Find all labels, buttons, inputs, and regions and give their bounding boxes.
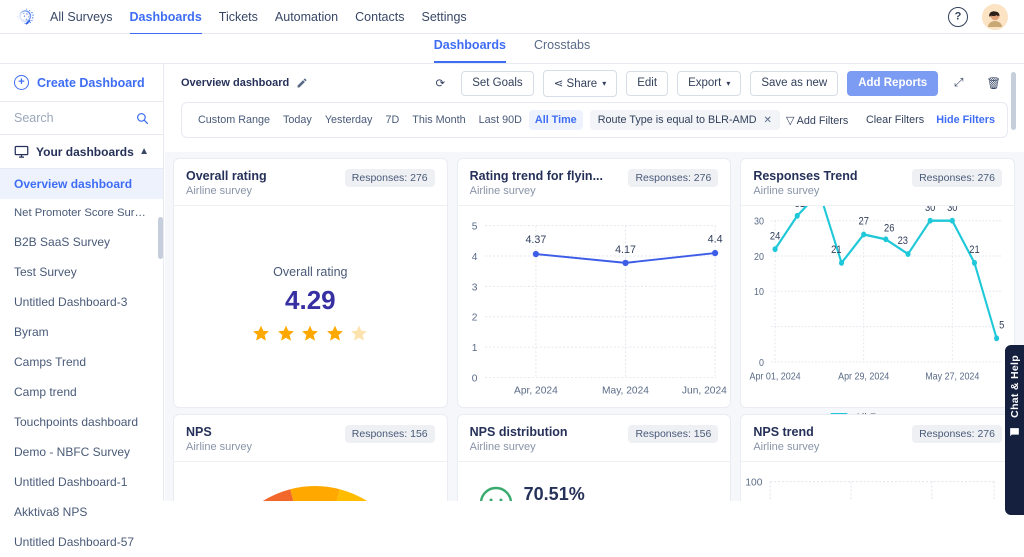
svg-text:5: 5 [471,222,477,233]
svg-text:0: 0 [759,357,764,369]
svg-text:Apr 01, 2024: Apr 01, 2024 [750,371,802,383]
svg-text:100: 100 [746,478,763,489]
svg-text:30: 30 [754,216,764,228]
svg-text:21: 21 [970,245,981,257]
svg-text:0: 0 [471,373,477,384]
svg-text:5: 5 [999,320,1005,332]
svg-text:21: 21 [831,245,842,257]
svg-text:23: 23 [898,236,909,248]
svg-text:30: 30 [925,206,936,214]
svg-text:4.17: 4.17 [615,244,636,256]
svg-text:31: 31 [795,206,806,210]
svg-text:2: 2 [471,313,477,324]
svg-text:10: 10 [754,287,764,299]
svg-text:4.37: 4.37 [525,234,546,246]
svg-text:26: 26 [884,223,895,235]
svg-text:24: 24 [770,231,781,243]
svg-text:30: 30 [947,206,958,214]
svg-text:27: 27 [859,216,870,228]
svg-text:4.4: 4.4 [707,233,722,245]
svg-text:May 27, 2024: May 27, 2024 [926,371,981,383]
svg-text:4: 4 [471,252,477,263]
svg-text:May, 2024: May, 2024 [602,385,649,396]
svg-text:Apr 29, 2024: Apr 29, 2024 [838,371,890,383]
svg-text:1: 1 [471,343,477,354]
svg-text:Apr, 2024: Apr, 2024 [514,385,558,396]
svg-text:3: 3 [471,282,477,293]
svg-text:Jun, 2024: Jun, 2024 [682,385,727,396]
svg-text:20: 20 [754,251,764,263]
